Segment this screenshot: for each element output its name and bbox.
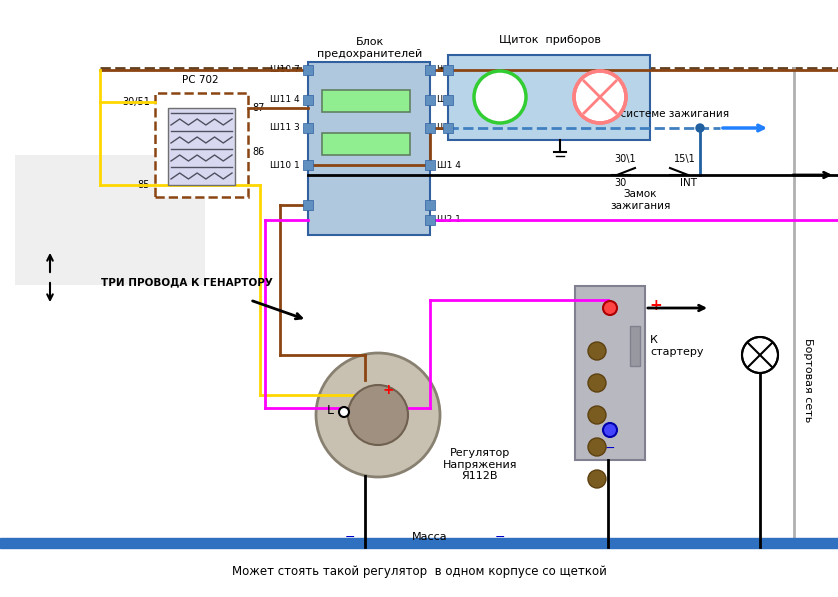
Text: 87: 87 <box>252 103 264 113</box>
Text: Ш10 1: Ш10 1 <box>270 161 300 170</box>
Text: 30\1: 30\1 <box>614 154 636 164</box>
Bar <box>443 123 453 133</box>
Circle shape <box>742 337 778 373</box>
Circle shape <box>696 124 704 132</box>
Bar <box>303 95 313 105</box>
Circle shape <box>588 374 606 392</box>
Bar <box>303 160 313 170</box>
Text: Ш4 1: Ш4 1 <box>437 96 461 104</box>
Text: +: + <box>649 297 662 312</box>
Circle shape <box>474 71 526 123</box>
Bar <box>425 123 435 133</box>
Circle shape <box>588 438 606 456</box>
Text: Регулятор
Напряжения
Я112В: Регулятор Напряжения Я112В <box>442 448 517 481</box>
Text: Блок
предохранителей: Блок предохранителей <box>318 37 422 59</box>
Text: −: − <box>344 531 355 543</box>
Bar <box>15 155 205 285</box>
Text: L: L <box>327 404 334 417</box>
Text: Замок
зажигания: Замок зажигания <box>610 189 670 211</box>
Text: 10: 10 <box>359 138 373 148</box>
Text: 30: 30 <box>614 178 626 188</box>
Bar <box>443 95 453 105</box>
Bar <box>425 65 435 75</box>
Circle shape <box>588 406 606 424</box>
Text: ТРИ ПРОВОДА К ГЕНАРТОРУ: ТРИ ПРОВОДА К ГЕНАРТОРУ <box>101 277 273 287</box>
Bar <box>322 90 410 112</box>
Text: INT: INT <box>680 178 696 188</box>
Text: Ш11 3: Ш11 3 <box>270 124 300 133</box>
Bar <box>630 326 640 366</box>
Text: 86: 86 <box>252 147 264 157</box>
Text: Бортовая сеть: Бортовая сеть <box>803 338 813 422</box>
Bar <box>303 200 313 210</box>
Bar <box>443 65 453 75</box>
Text: 15\1: 15\1 <box>674 154 696 164</box>
Bar <box>425 215 435 225</box>
Bar <box>425 95 435 105</box>
Text: −: − <box>494 531 505 543</box>
Circle shape <box>339 407 349 417</box>
Bar <box>303 65 313 75</box>
Bar <box>575 286 645 460</box>
Text: −: − <box>605 442 615 454</box>
Text: Может стоять такой регулятор  в одном корпусе со щеткой: Может стоять такой регулятор в одном кор… <box>231 565 607 578</box>
Bar <box>425 160 435 170</box>
Text: V: V <box>493 88 508 106</box>
Text: Ш2 1: Ш2 1 <box>437 216 461 224</box>
Bar <box>448 55 650 140</box>
Bar <box>0 538 838 548</box>
Circle shape <box>588 342 606 360</box>
Text: Ш1 5: Ш1 5 <box>437 124 461 133</box>
Circle shape <box>316 353 440 477</box>
Bar <box>425 200 435 210</box>
Bar <box>308 62 430 235</box>
Text: К
стартеру: К стартеру <box>650 335 703 357</box>
Text: Ш5 3: Ш5 3 <box>437 66 461 75</box>
Bar <box>322 133 410 155</box>
Text: Ш11 4: Ш11 4 <box>271 96 300 104</box>
Text: Ш1 4: Ш1 4 <box>437 161 461 170</box>
Text: Масса: Масса <box>412 532 447 542</box>
Text: 30/51: 30/51 <box>122 97 150 107</box>
Text: РС 702: РС 702 <box>182 75 219 85</box>
Circle shape <box>603 301 617 315</box>
Text: К системе зажигания: К системе зажигания <box>610 109 730 119</box>
Text: 9: 9 <box>363 95 370 105</box>
Circle shape <box>348 385 408 445</box>
Bar <box>303 123 313 133</box>
Circle shape <box>588 470 606 488</box>
Bar <box>168 108 235 185</box>
Text: Щиток  приборов: Щиток приборов <box>499 35 601 45</box>
Bar <box>155 93 248 197</box>
Circle shape <box>574 71 626 123</box>
Text: +: + <box>382 383 394 397</box>
Text: 85: 85 <box>137 180 150 190</box>
Circle shape <box>603 423 617 437</box>
Text: Ш10 7: Ш10 7 <box>270 66 300 75</box>
